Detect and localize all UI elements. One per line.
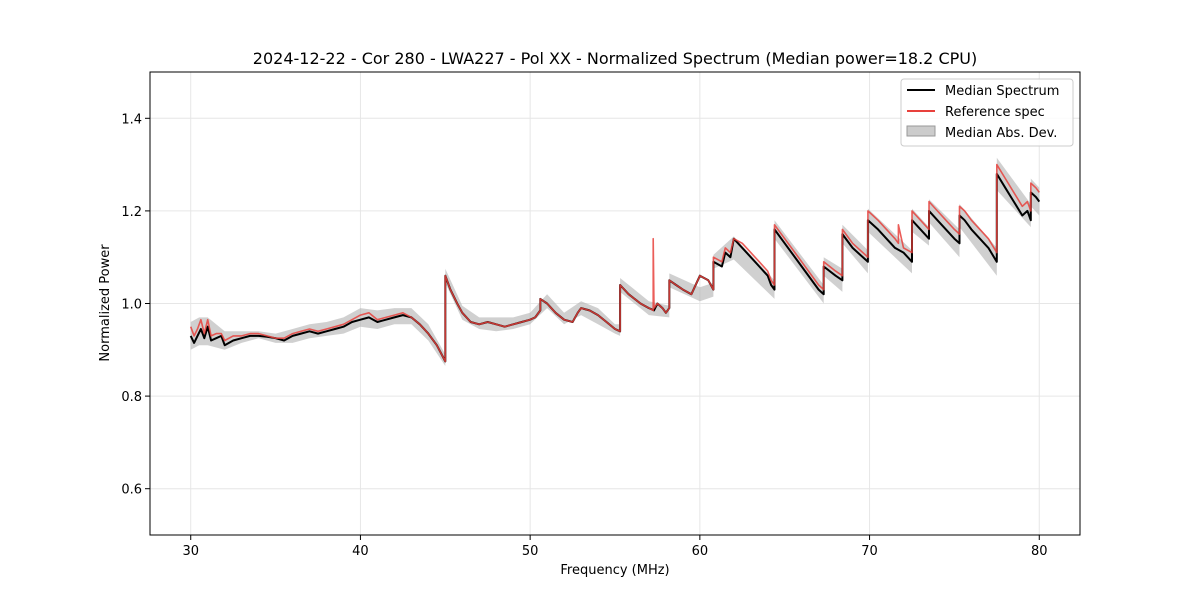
x-tick-label: 30 — [182, 544, 199, 559]
legend-label-median-spectrum: Median Spectrum — [945, 84, 1059, 99]
y-tick-label: 0.6 — [121, 483, 142, 498]
legend-box — [900, 78, 1074, 147]
x-tick-label: 50 — [522, 544, 539, 559]
y-tick-label: 0.8 — [121, 390, 142, 405]
x-tick-label: 60 — [692, 544, 709, 559]
series-line-reference-spec — [189, 163, 1040, 363]
legend-swatch-mad — [906, 125, 936, 137]
legend-label-mad: Median Abs. Dev. — [945, 126, 1057, 141]
y-tick-label: 1.0 — [121, 298, 142, 313]
series-median-abs-dev-band — [190, 157, 1040, 366]
y-axis-label: Normalized Power — [98, 244, 113, 362]
chart-title: 2024-12-22 - Cor 280 - LWA227 - Pol XX -… — [253, 49, 977, 68]
mad-band-layer — [190, 157, 1040, 366]
y-tick-label: 1.4 — [121, 112, 142, 127]
legend-label-reference-spec: Reference spec — [945, 105, 1045, 120]
x-axis-ticks: 30 40 50 60 70 80 — [182, 535, 1048, 559]
x-tick-label: 70 — [861, 544, 878, 559]
x-tick-label: 40 — [352, 544, 369, 559]
legend: Median Spectrum Reference spec Median Ab… — [900, 78, 1074, 147]
series-layer — [189, 163, 1041, 363]
x-axis-label: Frequency (MHz) — [560, 563, 669, 578]
x-tick-label: 80 — [1031, 544, 1048, 559]
y-tick-label: 1.2 — [121, 205, 142, 220]
y-axis-ticks: 0.6 0.8 1.0 1.2 1.4 — [121, 112, 150, 498]
